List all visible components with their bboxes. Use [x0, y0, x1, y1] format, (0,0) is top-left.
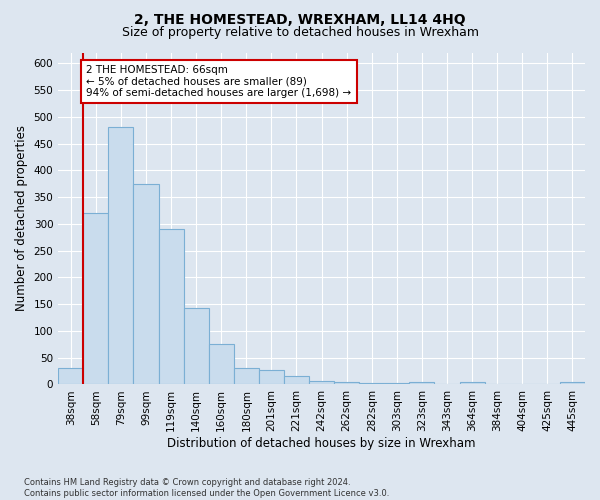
Bar [133, 184, 158, 384]
Bar [359, 383, 385, 384]
Y-axis label: Number of detached properties: Number of detached properties [15, 126, 28, 312]
Text: 2, THE HOMESTEAD, WREXHAM, LL14 4HQ: 2, THE HOMESTEAD, WREXHAM, LL14 4HQ [134, 12, 466, 26]
Bar [259, 370, 284, 384]
X-axis label: Distribution of detached houses by size in Wrexham: Distribution of detached houses by size … [167, 437, 476, 450]
Bar [209, 344, 234, 385]
Bar [284, 376, 309, 384]
Bar [385, 383, 409, 384]
Bar [109, 128, 133, 384]
Bar [560, 382, 585, 384]
Bar [184, 308, 209, 384]
Bar [309, 380, 334, 384]
Text: Size of property relative to detached houses in Wrexham: Size of property relative to detached ho… [121, 26, 479, 39]
Bar [58, 368, 83, 384]
Bar [334, 382, 359, 384]
Bar [158, 229, 184, 384]
Bar [83, 213, 109, 384]
Bar [234, 368, 259, 384]
Bar [460, 382, 485, 384]
Bar [409, 382, 434, 384]
Text: 2 THE HOMESTEAD: 66sqm
← 5% of detached houses are smaller (89)
94% of semi-deta: 2 THE HOMESTEAD: 66sqm ← 5% of detached … [86, 65, 352, 98]
Text: Contains HM Land Registry data © Crown copyright and database right 2024.
Contai: Contains HM Land Registry data © Crown c… [24, 478, 389, 498]
